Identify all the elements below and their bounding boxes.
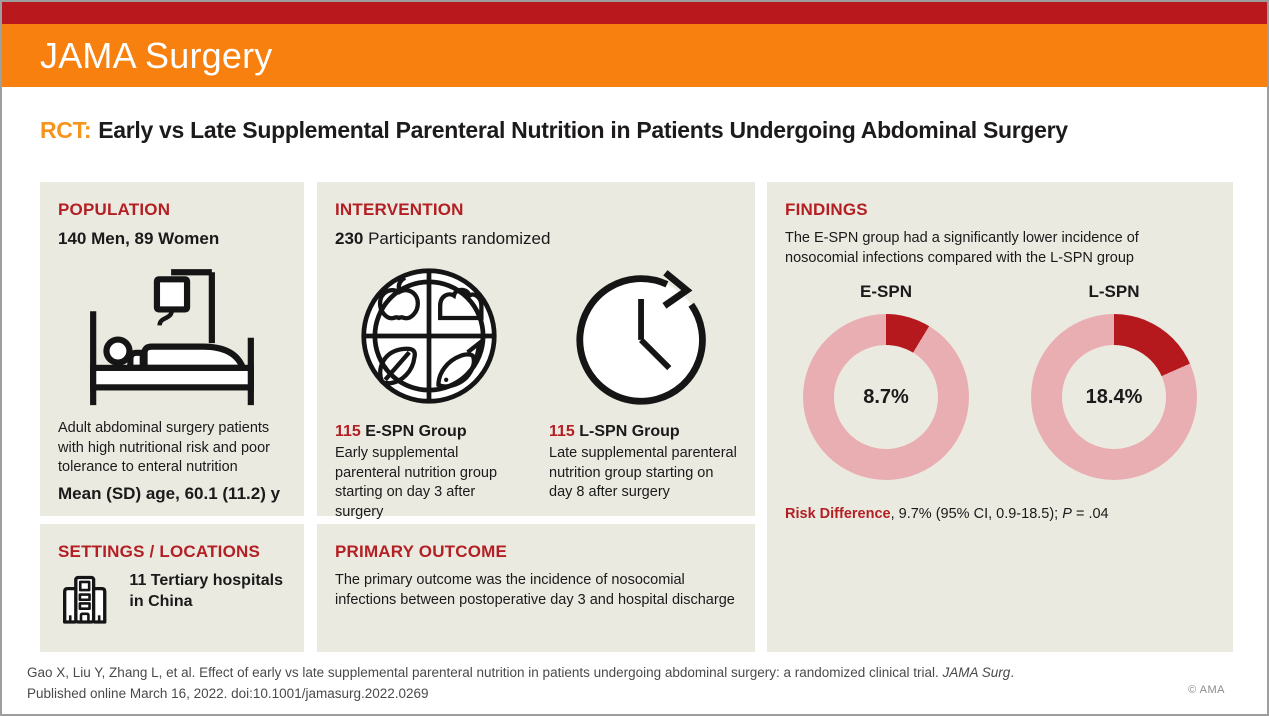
citation: Gao X, Liu Y, Zhang L, et al. Effect of … bbox=[27, 663, 1197, 705]
primary-outcome-heading: PRIMARY OUTCOME bbox=[335, 542, 508, 561]
espn-group-column: 115 E-SPN Group Early supplemental paren… bbox=[335, 255, 523, 523]
espn-donut-value: 8.7% bbox=[834, 345, 938, 450]
lspn-donut-column: L-SPN 18.4% bbox=[1018, 282, 1210, 481]
citation-journal: JAMA Surg bbox=[942, 665, 1011, 680]
findings-summary: The E-SPN group had a significantly lowe… bbox=[785, 230, 1139, 266]
study-type-tag: RCT: bbox=[40, 117, 92, 143]
espn-group-name: 115 E-SPN Group bbox=[335, 423, 467, 440]
patient-in-bed-icon bbox=[90, 269, 254, 406]
espn-group-description: Early supplemental parenteral nutrition … bbox=[335, 445, 498, 521]
espn-donut-label: E-SPN bbox=[860, 282, 912, 302]
citation-period: . bbox=[1010, 665, 1015, 680]
espn-group-n: 115 bbox=[335, 423, 361, 440]
settings-panel: SETTINGS / LOCATIONS 11 Tertiary hospita… bbox=[40, 524, 304, 652]
primary-outcome-panel: PRIMARY OUTCOME The primary outcome was … bbox=[317, 524, 755, 652]
journal-banner: JAMA Surgery bbox=[2, 24, 1267, 87]
population-age: Mean (SD) age, 60.1 (11.2) y bbox=[58, 484, 281, 504]
journal-title: JAMA Surgery bbox=[40, 34, 273, 76]
risk-difference-label: Risk Difference bbox=[785, 506, 891, 523]
p-label: P bbox=[1062, 506, 1072, 523]
intervention-heading: INTERVENTION bbox=[335, 200, 464, 219]
lspn-group-column: 115 L-SPN Group Late supplemental parent… bbox=[549, 255, 737, 523]
article-title: RCT: Early vs Late Supplemental Parentera… bbox=[2, 87, 1267, 144]
top-red-strip bbox=[2, 2, 1267, 24]
intervention-panel: INTERVENTION 230 Participants randomized bbox=[317, 182, 755, 520]
lspn-donut-value: 18.4% bbox=[1062, 345, 1166, 450]
randomized-count: 230 Participants randomized bbox=[335, 229, 737, 249]
citation-line2: Published online March 16, 2022. doi:10.… bbox=[27, 685, 429, 701]
risk-difference-detail: , 9.7% (95% CI, 0.9-18.5); bbox=[890, 506, 1063, 523]
settings-heading: SETTINGS / LOCATIONS bbox=[58, 542, 261, 561]
espn-donut-chart: 8.7% bbox=[803, 314, 969, 481]
food-plate-icon bbox=[361, 268, 497, 404]
findings-heading: FINDINGS bbox=[785, 200, 868, 219]
primary-outcome-text: The primary outcome was the incidence of… bbox=[335, 572, 735, 608]
lspn-donut-label: L-SPN bbox=[1088, 282, 1140, 302]
espn-donut-column: E-SPN 8.7% bbox=[790, 282, 982, 481]
lspn-donut-chart: 18.4% bbox=[1031, 314, 1197, 481]
settings-text: 11 Tertiary hospitals in China bbox=[129, 572, 283, 610]
population-heading: POPULATION bbox=[58, 200, 171, 219]
p-value: = .04 bbox=[1071, 506, 1109, 523]
population-stat: 140 Men, 89 Women bbox=[58, 229, 220, 248]
article-title-text: Early vs Late Supplemental Parenteral Nu… bbox=[98, 117, 1068, 143]
population-description: Adult abdominal surgery patients with hi… bbox=[58, 420, 270, 476]
hospital-icon bbox=[63, 575, 107, 624]
copyright-mark: © AMA bbox=[1188, 684, 1225, 696]
lspn-group-name: 115 L-SPN Group bbox=[549, 423, 680, 440]
lspn-group-description: Late supplemental parenteral nutrition g… bbox=[549, 445, 737, 501]
lspn-group-n: 115 bbox=[549, 423, 575, 440]
citation-text: Gao X, Liu Y, Zhang L, et al. Effect of … bbox=[27, 665, 943, 680]
findings-panel: FINDINGS The E-SPN group had a significa… bbox=[767, 182, 1233, 652]
clock-icon bbox=[576, 270, 706, 405]
population-panel: POPULATION 140 Men, 89 Women Adult abdom… bbox=[40, 182, 304, 516]
randomized-count-label: Participants randomized bbox=[363, 229, 551, 248]
risk-difference-line: Risk Difference, 9.7% (95% CI, 0.9-18.5)… bbox=[785, 506, 1215, 522]
randomized-count-number: 230 bbox=[335, 229, 364, 248]
